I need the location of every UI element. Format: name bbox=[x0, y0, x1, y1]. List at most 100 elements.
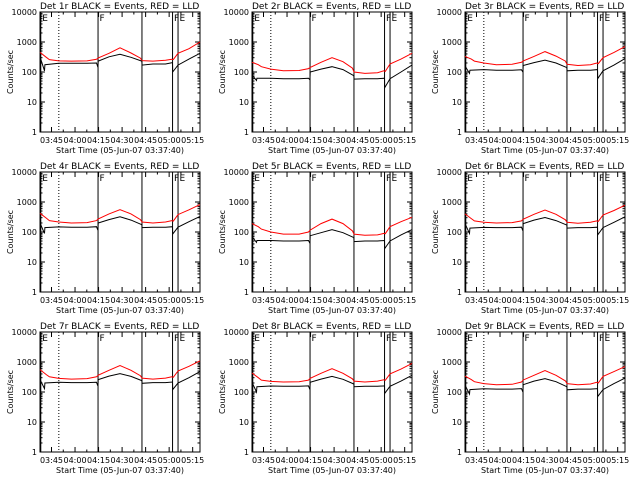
lld-series-line bbox=[251, 216, 413, 236]
x-tick-label: 04:00 bbox=[489, 456, 512, 465]
plot-frame bbox=[39, 331, 201, 453]
y-axis-label: Counts/sec bbox=[431, 210, 440, 254]
panel-title: Det 4r BLACK = Events, RED = LLD bbox=[40, 162, 199, 172]
x-tick-label: 04:15 bbox=[512, 296, 535, 305]
panel-det-9: Det 9r BLACK = Events, RED = LLD 1 10 100 10… bbox=[431, 322, 629, 475]
x-tick-label: 05:00 bbox=[583, 296, 606, 305]
x-tick-label: 04:00 bbox=[489, 296, 512, 305]
x-axis-label: Start Time (05-Jun-07 03:37:40) bbox=[268, 306, 396, 315]
x-tick-label: 04:30 bbox=[323, 296, 346, 305]
events-series-line bbox=[464, 58, 626, 81]
y-axis-label: Counts/sec bbox=[431, 50, 440, 94]
y-tick-label: 1000 bbox=[17, 358, 37, 367]
y-axis-label: Counts/sec bbox=[431, 370, 440, 414]
y-tick-label: 100 bbox=[447, 68, 462, 77]
plot-frame bbox=[39, 11, 201, 133]
y-tick-label: 10 bbox=[452, 258, 462, 267]
y-axis-label: Counts/sec bbox=[218, 370, 227, 414]
panel-title: Det 5r BLACK = Events, RED = LLD bbox=[252, 162, 411, 172]
event-marker-label: E bbox=[392, 14, 398, 24]
y-tick-label: 1 bbox=[457, 448, 462, 457]
x-tick-label: 05:00 bbox=[370, 136, 393, 145]
event-marker-label: F bbox=[386, 14, 391, 24]
y-tick-label: 10000 bbox=[224, 8, 249, 17]
event-marker-label: E bbox=[605, 334, 611, 344]
event-marker-label: F bbox=[386, 334, 391, 344]
y-axis-label: Counts/sec bbox=[6, 50, 15, 94]
event-marker-label: F bbox=[599, 334, 604, 344]
x-tick-label: 04:15 bbox=[299, 296, 322, 305]
y-tick-label: 10000 bbox=[12, 168, 37, 177]
events-series-line bbox=[251, 229, 413, 251]
lld-series-line bbox=[464, 46, 626, 67]
y-axis-label: Counts/sec bbox=[218, 50, 227, 94]
x-tick-label: 05:15 bbox=[393, 456, 416, 465]
x-tick-label: 04:30 bbox=[111, 456, 134, 465]
y-tick-label: 1 bbox=[244, 448, 249, 457]
panel-title: Det 2r BLACK = Events, RED = LLD bbox=[252, 2, 411, 12]
x-tick-label: 03:45 bbox=[465, 296, 488, 305]
event-marker-label: E bbox=[180, 174, 186, 184]
y-tick-label: 10000 bbox=[224, 328, 249, 337]
panel-det-7: Det 7r BLACK = Events, RED = LLD 1 10 100 10… bbox=[6, 322, 204, 475]
event-marker-label: E bbox=[180, 14, 186, 24]
y-tick-label: 100 bbox=[447, 388, 462, 397]
x-tick-label: 03:45 bbox=[40, 136, 63, 145]
x-tick-label: 03:45 bbox=[40, 456, 63, 465]
y-tick-label: 1000 bbox=[442, 198, 462, 207]
x-tick-label: 04:30 bbox=[536, 136, 559, 145]
event-marker-label: E bbox=[467, 14, 473, 24]
y-tick-label: 1 bbox=[32, 288, 37, 297]
y-tick-label: 10 bbox=[239, 418, 249, 427]
x-tick-label: 04:00 bbox=[276, 136, 299, 145]
x-tick-label: 04:15 bbox=[299, 456, 322, 465]
y-axis-label: Counts/sec bbox=[218, 210, 227, 254]
x-tick-label: 03:45 bbox=[465, 136, 488, 145]
panel-title: Det 6r BLACK = Events, RED = LLD bbox=[465, 162, 624, 172]
x-tick-label: 04:45 bbox=[559, 296, 582, 305]
x-tick-label: 04:00 bbox=[64, 456, 87, 465]
event-marker-label: E bbox=[605, 174, 611, 184]
x-tick-label: 05:00 bbox=[583, 456, 606, 465]
x-tick-label: 05:15 bbox=[181, 456, 204, 465]
y-tick-label: 100 bbox=[22, 228, 37, 237]
x-tick-label: 04:30 bbox=[323, 456, 346, 465]
x-tick-label: 04:00 bbox=[489, 136, 512, 145]
events-series-line bbox=[464, 377, 626, 399]
events-series-line bbox=[251, 374, 413, 395]
lld-series-line bbox=[39, 41, 201, 62]
y-tick-label: 10 bbox=[27, 418, 37, 427]
event-marker-label: F bbox=[386, 174, 391, 184]
y-tick-label: 1000 bbox=[442, 358, 462, 367]
x-tick-label: 05:15 bbox=[181, 136, 204, 145]
events-series-line bbox=[464, 216, 626, 237]
x-tick-label: 03:45 bbox=[252, 296, 275, 305]
x-tick-label: 04:00 bbox=[276, 296, 299, 305]
y-tick-label: 100 bbox=[234, 68, 249, 77]
panel-det-2: Det 2r BLACK = Events, RED = LLD 1 10 100 10… bbox=[218, 2, 416, 155]
event-marker-label: F bbox=[100, 14, 105, 24]
event-marker-label: F bbox=[174, 334, 179, 344]
x-tick-label: 05:15 bbox=[606, 296, 629, 305]
event-marker-label: E bbox=[392, 334, 398, 344]
y-tick-label: 10000 bbox=[437, 168, 462, 177]
y-tick-label: 10 bbox=[27, 98, 37, 107]
event-marker-label: F bbox=[312, 14, 317, 24]
y-tick-label: 10000 bbox=[12, 8, 37, 17]
plot-frame bbox=[251, 171, 413, 293]
panel-title: Det 1r BLACK = Events, RED = LLD bbox=[40, 2, 199, 12]
x-tick-label: 04:45 bbox=[134, 136, 157, 145]
x-tick-label: 05:15 bbox=[393, 296, 416, 305]
panel-title: Det 8r BLACK = Events, RED = LLD bbox=[252, 322, 411, 332]
x-tick-label: 04:15 bbox=[87, 456, 110, 465]
y-tick-label: 100 bbox=[22, 68, 37, 77]
panel-title: Det 9r BLACK = Events, RED = LLD bbox=[465, 322, 624, 332]
y-tick-label: 10 bbox=[452, 98, 462, 107]
panel-det-5: Det 5r BLACK = Events, RED = LLD 1 10 100 10… bbox=[218, 162, 416, 315]
y-tick-label: 100 bbox=[22, 388, 37, 397]
x-tick-label: 05:15 bbox=[181, 296, 204, 305]
y-axis-label: Counts/sec bbox=[6, 370, 15, 414]
x-tick-label: 04:15 bbox=[299, 136, 322, 145]
event-marker-label: F bbox=[599, 14, 604, 24]
x-tick-label: 04:45 bbox=[346, 456, 369, 465]
